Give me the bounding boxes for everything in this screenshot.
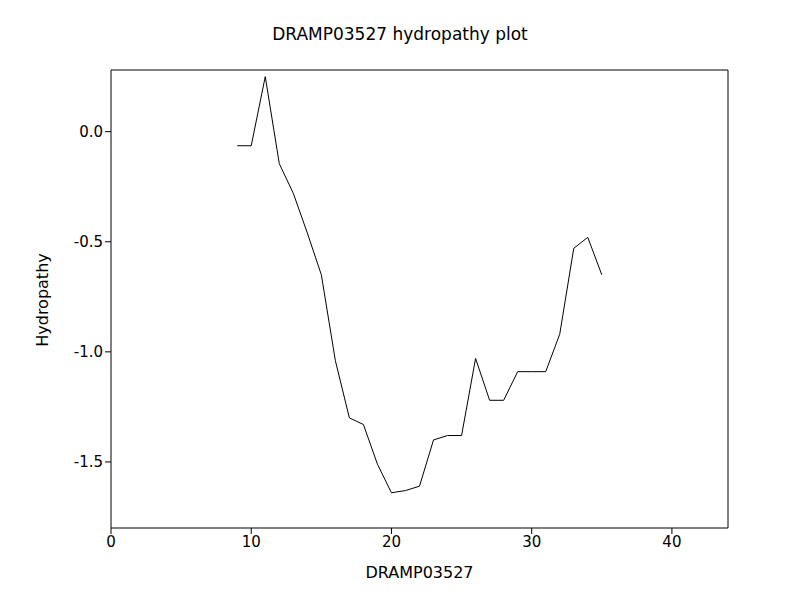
- svg-text:-1.5: -1.5: [74, 453, 103, 471]
- svg-text:20: 20: [382, 533, 401, 551]
- html-text:Hydropathy: Hydropathy: [32, 253, 52, 347]
- svg-text:30: 30: [522, 533, 541, 551]
- html-text:DRAMP03527 hydropathy plot: DRAMP03527 hydropathy plot: [272, 24, 528, 44]
- svg-text:0.0: 0.0: [79, 123, 103, 141]
- svg-text:-0.5: -0.5: [74, 233, 103, 251]
- svg-text:10: 10: [242, 533, 261, 551]
- html-text:DRAMP03527: DRAMP03527: [365, 563, 474, 582]
- svg-text:-1.0: -1.0: [74, 343, 103, 361]
- svg-text:0: 0: [106, 533, 116, 551]
- svg-text:40: 40: [662, 533, 681, 551]
